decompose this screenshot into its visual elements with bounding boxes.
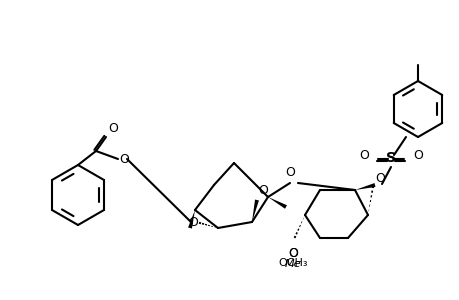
Text: O: O	[287, 247, 297, 260]
Text: Me: Me	[284, 259, 301, 269]
Polygon shape	[188, 210, 195, 229]
Text: O: O	[374, 172, 384, 185]
Polygon shape	[268, 197, 286, 209]
Text: OCH₃: OCH₃	[278, 258, 307, 268]
Polygon shape	[252, 200, 258, 222]
Text: O: O	[108, 122, 118, 135]
Text: O: O	[358, 148, 368, 161]
Text: O: O	[188, 217, 197, 230]
Text: S: S	[385, 151, 395, 165]
Text: O: O	[257, 184, 267, 197]
Text: O: O	[119, 152, 129, 166]
Text: O: O	[287, 247, 297, 260]
Text: O: O	[285, 166, 294, 179]
Text: O: O	[412, 148, 422, 161]
Polygon shape	[354, 183, 375, 190]
